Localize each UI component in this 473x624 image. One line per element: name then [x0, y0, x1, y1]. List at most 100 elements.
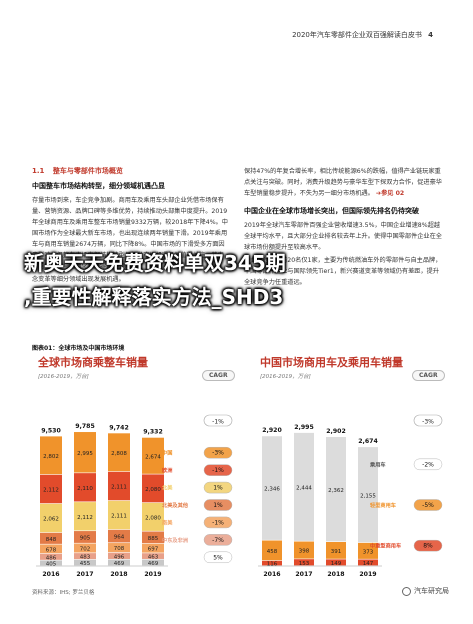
cagr-pill [413, 414, 443, 427]
bar-segment [74, 502, 96, 531]
cagr-value: -1% [212, 467, 224, 474]
data-label: 964 [114, 535, 125, 541]
chart-china: 中国市场商用车及乘用车销量 [2016-2019，万台] CAGR 116 458… [252, 352, 448, 584]
data-label: 2,674 [145, 454, 161, 460]
series-label: 北美及其他 [162, 501, 189, 509]
bar-segment [74, 559, 96, 566]
cagr-value: -2% [422, 461, 434, 468]
data-label: 469 [114, 561, 125, 567]
bar-segment [40, 544, 62, 554]
cagr-pill [203, 499, 233, 511]
right-heading: 中国企业在全球市场增长突出，但国际领先排名仍待突破 [244, 207, 419, 215]
data-label: 455 [80, 561, 91, 567]
data-label: 2,112 [43, 488, 59, 494]
bar-segment [294, 432, 314, 541]
series-label: 欧洲 [162, 466, 172, 474]
data-label: 2,111 [111, 485, 127, 491]
total-label: 2,995 [294, 424, 314, 431]
bar-segment [108, 500, 130, 530]
data-label: 2,808 [111, 451, 127, 457]
category-label: 2018 [327, 571, 344, 578]
total-label: 9,530 [41, 427, 61, 434]
category-label: 2016 [263, 571, 280, 578]
watermark-text: 汽车研究局 [414, 587, 449, 595]
data-label: 483 [80, 555, 91, 561]
right-paragraph: 2019年全球汽车零部件百强企业营收增速3.5%，中国企业增速8%超越全球平均水… [244, 222, 442, 251]
data-label: 2,111 [111, 514, 127, 520]
section-number: 1.1 [32, 167, 45, 175]
page-number: 4 [428, 31, 433, 39]
left-heading: 中国整车市场结构转型，细分领域机遇凸显 [32, 182, 165, 190]
bar-segment [142, 553, 164, 559]
data-label: 463 [148, 555, 159, 561]
bar-segment [142, 531, 164, 544]
series-label: 北美 [162, 484, 173, 492]
data-label: 2,155 [360, 493, 376, 499]
chart-subtitle: [2016-2019，万台] [260, 374, 311, 380]
left-paragraph: 念变革等细分领域出现发展机遇。 [32, 276, 125, 283]
cagr-value: -5% [422, 502, 434, 509]
chart-title: 中国市场商用车及乘用车销量 [260, 356, 403, 369]
chart-svg: 4054866788482,0622,1122,8029,53020164554… [36, 414, 233, 578]
chart-global: 全球市场商乘整车销量 [2016-2019，万台] CAGR 405 486 678… [32, 352, 242, 584]
cagr-value: -3% [422, 419, 434, 426]
left-paragraph: 存量市场到来，车企竞争加剧。商用车及乘用车头部企业凭借市场保有量、营销资源、品牌… [32, 197, 228, 270]
page-header: 2020年汽车零部件企业双百强解读白皮书 4 [292, 30, 433, 40]
data-label: 2,062 [43, 517, 59, 523]
section-title: 1.1 整车与零部件市场概览 [32, 166, 123, 176]
category-label: 2018 [110, 571, 127, 578]
cagr-pill [203, 464, 233, 476]
bar-segment [74, 553, 96, 560]
cagr-pill [413, 499, 443, 511]
data-label: 2,080 [145, 515, 161, 521]
bar-segment [294, 559, 314, 566]
cagr-pill [203, 516, 233, 529]
category-label: 2016 [42, 571, 59, 578]
cagr-value: 1% [213, 502, 223, 509]
bar-segment [74, 473, 96, 502]
bar-segment [40, 474, 62, 504]
bar-segment [74, 432, 96, 473]
cagr-value: 8% [423, 543, 433, 550]
data-label: 708 [114, 546, 125, 552]
category-label: 2017 [295, 571, 312, 578]
chart-title: 全球市场商乘整车销量 [38, 356, 148, 369]
bar-segment [108, 471, 130, 501]
cagr-pill [203, 446, 233, 459]
bar-segment [358, 559, 378, 566]
right-column: 保持47%的年复合增长率，相比传统能源6%的跌幅，值得产业链玩家重点关注与突破。… [244, 166, 444, 290]
bar-segment [326, 542, 346, 559]
series-label: 中东及非洲 [162, 536, 188, 544]
data-label: 153 [299, 561, 310, 567]
cagr-pill [413, 458, 443, 471]
bar-segment [40, 553, 62, 560]
category-label: 2019 [359, 571, 376, 578]
bar-segment [326, 437, 346, 542]
data-label: 905 [80, 536, 91, 542]
watermark: 汽车研究局 [402, 586, 449, 596]
bar-segment [108, 543, 130, 553]
data-label: 405 [46, 561, 57, 567]
right-paragraph-text: 保持47%的年复合增长率，相比传统能源6%的跌幅，值得产业链玩家重点关注与突破。… [244, 168, 442, 197]
chart-subtitle: [2016-2019，万台] [38, 374, 89, 380]
cagr-value: -1% [212, 519, 224, 526]
data-label: 702 [80, 547, 91, 553]
data-label: 469 [148, 561, 159, 567]
watermark-icon [402, 586, 411, 596]
cagr-pill [203, 551, 233, 564]
bar-segment [74, 543, 96, 553]
bar-segment [108, 559, 130, 566]
data-label: 885 [148, 536, 159, 542]
data-label: 147 [363, 561, 374, 567]
reference-link[interactable]: ➔参见 02 [375, 190, 405, 197]
cagr-value: -3% [212, 450, 224, 457]
data-label: 458 [267, 549, 278, 555]
series-label: 南美 [162, 518, 173, 526]
bar-segment [326, 559, 346, 566]
cagr-pill [203, 414, 233, 427]
section-heading: 整车与零部件市场概览 [52, 167, 123, 175]
chart-svg: 116 458 2,346 2,920 2016 153 398 2,444 2,995 2017… [258, 414, 443, 578]
cagr-header: CAGR [202, 370, 235, 381]
bar-segment [142, 502, 164, 531]
data-label: 391 [331, 549, 342, 555]
